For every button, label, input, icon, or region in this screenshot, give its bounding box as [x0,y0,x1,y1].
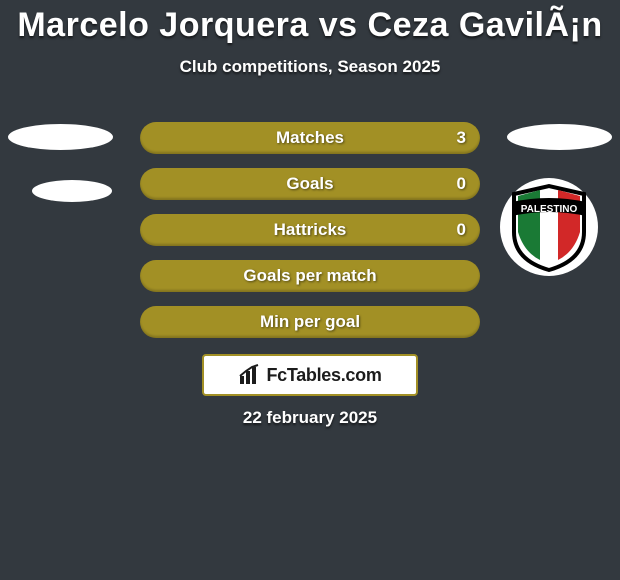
player-left-placeholder-2 [32,180,112,202]
player-right-placeholder [507,124,612,150]
stat-row-matches: Matches 3 [140,122,480,154]
stat-label: Hattricks [274,220,347,240]
stat-label: Matches [276,128,344,148]
palestino-shield-icon: PALESTINO [510,182,588,272]
stat-label: Goals [286,174,333,194]
stat-value: 0 [457,174,466,194]
stats-container: Matches 3 Goals 0 Hattricks 0 Goals per … [140,122,480,352]
site-logo[interactable]: FcTables.com [202,354,418,396]
stat-value: 3 [457,128,466,148]
stat-row-goals: Goals 0 [140,168,480,200]
subtitle: Club competitions, Season 2025 [0,57,620,77]
stat-row-goals-per-match: Goals per match [140,260,480,292]
stat-label: Min per goal [260,312,360,332]
bar-chart-icon [238,364,262,386]
club-badge: PALESTINO [500,178,598,276]
stat-row-hattricks: Hattricks 0 [140,214,480,246]
stat-label: Goals per match [243,266,376,286]
player-left-placeholder-1 [8,124,113,150]
date-text: 22 february 2025 [0,408,620,428]
page-title: Marcelo Jorquera vs Ceza GavilÃ¡n [0,0,620,45]
badge-text: PALESTINO [521,204,578,215]
stat-value: 0 [457,220,466,240]
site-logo-text: FcTables.com [266,365,381,386]
stat-row-min-per-goal: Min per goal [140,306,480,338]
